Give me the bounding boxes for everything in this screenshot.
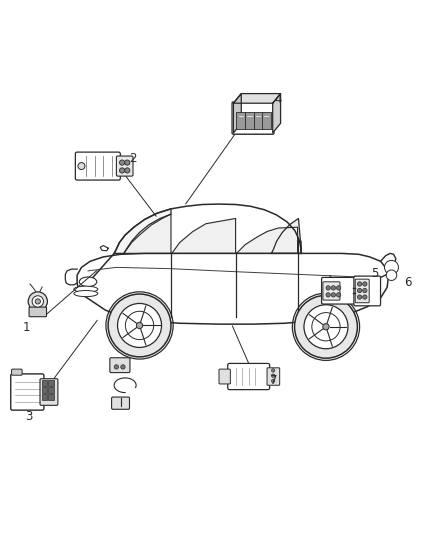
Circle shape (78, 163, 85, 169)
Polygon shape (172, 219, 236, 253)
FancyBboxPatch shape (12, 369, 22, 375)
Polygon shape (381, 253, 396, 277)
Text: 1: 1 (23, 321, 31, 334)
Circle shape (108, 294, 171, 357)
Circle shape (363, 282, 367, 286)
Polygon shape (114, 209, 171, 253)
Ellipse shape (74, 286, 98, 292)
Text: 2: 2 (129, 152, 136, 165)
Polygon shape (237, 227, 297, 253)
Text: 7: 7 (270, 374, 278, 387)
Bar (42, 387, 47, 393)
Circle shape (272, 374, 275, 377)
Polygon shape (233, 94, 241, 133)
Circle shape (326, 286, 330, 290)
Circle shape (120, 160, 125, 165)
Circle shape (312, 313, 340, 341)
Bar (48, 381, 53, 386)
FancyBboxPatch shape (110, 358, 130, 373)
Circle shape (385, 261, 399, 274)
Polygon shape (272, 219, 301, 253)
Ellipse shape (79, 277, 97, 287)
Circle shape (331, 286, 336, 290)
Text: 4: 4 (275, 93, 282, 106)
Polygon shape (233, 94, 281, 103)
Circle shape (336, 293, 341, 297)
Circle shape (136, 322, 143, 328)
Circle shape (326, 293, 330, 297)
FancyBboxPatch shape (267, 368, 280, 385)
FancyBboxPatch shape (228, 364, 270, 390)
Circle shape (32, 296, 43, 307)
FancyBboxPatch shape (355, 279, 369, 303)
Polygon shape (273, 94, 281, 133)
Ellipse shape (74, 290, 98, 297)
Circle shape (125, 168, 130, 173)
Bar (237, 112, 245, 128)
Text: 6: 6 (404, 276, 412, 289)
Circle shape (294, 295, 357, 358)
Circle shape (125, 311, 154, 340)
Polygon shape (100, 246, 108, 251)
Circle shape (121, 365, 125, 369)
Circle shape (117, 303, 162, 348)
FancyBboxPatch shape (219, 369, 230, 384)
Circle shape (28, 292, 47, 311)
Circle shape (357, 288, 362, 293)
Circle shape (363, 288, 367, 293)
Circle shape (336, 286, 341, 290)
Circle shape (114, 365, 119, 369)
Polygon shape (77, 253, 389, 324)
Circle shape (323, 324, 329, 330)
FancyBboxPatch shape (354, 276, 381, 306)
FancyBboxPatch shape (11, 374, 44, 410)
Circle shape (35, 299, 40, 304)
Polygon shape (124, 214, 171, 253)
FancyBboxPatch shape (40, 379, 58, 405)
Circle shape (272, 369, 275, 372)
FancyBboxPatch shape (112, 397, 130, 409)
Circle shape (331, 293, 336, 297)
Bar (262, 112, 271, 128)
Circle shape (386, 270, 397, 280)
Polygon shape (114, 204, 301, 253)
Polygon shape (298, 240, 301, 253)
FancyBboxPatch shape (117, 156, 133, 176)
Circle shape (272, 379, 275, 383)
Text: 3: 3 (25, 410, 33, 423)
FancyBboxPatch shape (75, 152, 120, 180)
Bar (245, 112, 254, 128)
Bar (42, 394, 47, 400)
Text: 5: 5 (371, 266, 379, 279)
Circle shape (120, 168, 125, 173)
Circle shape (357, 295, 362, 299)
Bar (48, 394, 53, 400)
Circle shape (125, 160, 130, 165)
FancyBboxPatch shape (323, 282, 340, 300)
Circle shape (363, 295, 367, 299)
Bar (42, 381, 47, 386)
FancyBboxPatch shape (232, 102, 274, 134)
FancyBboxPatch shape (321, 277, 356, 304)
Bar (48, 387, 53, 393)
FancyBboxPatch shape (29, 307, 46, 317)
Circle shape (304, 305, 348, 349)
Circle shape (357, 282, 362, 286)
Bar (254, 112, 263, 128)
